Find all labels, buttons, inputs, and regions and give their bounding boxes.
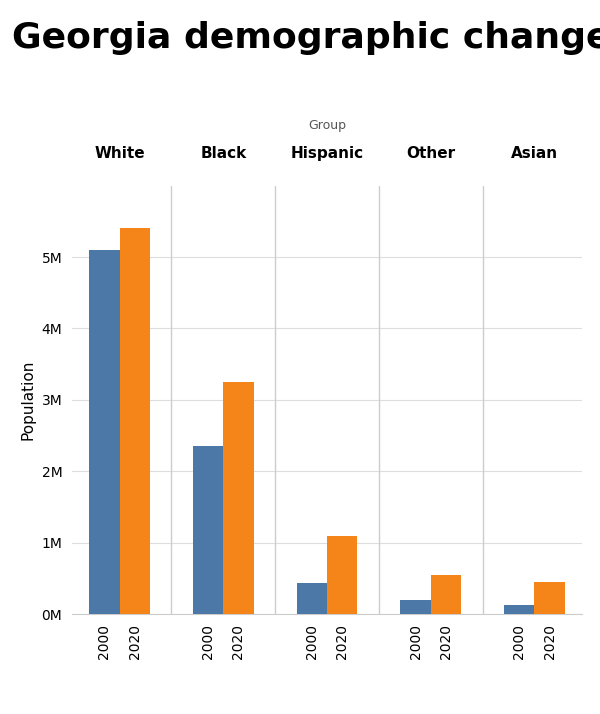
Bar [535, 582, 565, 614]
Bar [223, 382, 254, 614]
Text: Asian: Asian [511, 146, 558, 161]
Bar [504, 605, 535, 614]
Text: White: White [94, 146, 145, 161]
Y-axis label: Population: Population [21, 360, 36, 440]
Bar [431, 575, 461, 614]
Bar [89, 250, 119, 614]
Text: Black: Black [200, 146, 247, 161]
Bar [327, 536, 357, 614]
Text: Other: Other [406, 146, 455, 161]
Bar [297, 583, 327, 614]
Bar [193, 446, 223, 614]
Bar [400, 600, 431, 614]
Text: Hispanic: Hispanic [290, 146, 364, 161]
Text: Group: Group [308, 119, 346, 132]
Bar [119, 228, 150, 614]
Text: Georgia demographic changes: Georgia demographic changes [12, 21, 600, 56]
